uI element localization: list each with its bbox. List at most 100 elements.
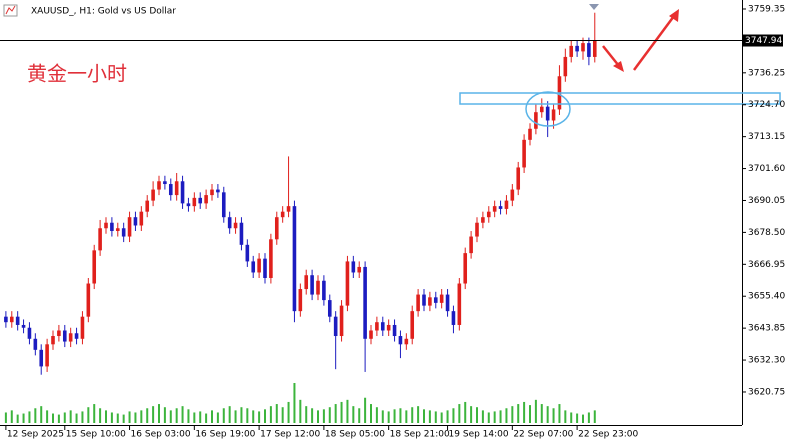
volume-bar xyxy=(511,406,514,423)
candle-body xyxy=(269,239,273,278)
candle-body xyxy=(163,181,167,185)
volume-bar xyxy=(52,413,54,423)
candle-body xyxy=(569,45,574,57)
volume-bar xyxy=(240,407,243,423)
volume-bar xyxy=(281,407,284,423)
candle-body xyxy=(51,336,55,345)
volume-bar xyxy=(364,397,367,423)
volume-bar xyxy=(169,410,172,423)
volume-bar xyxy=(370,404,372,423)
candle-body xyxy=(251,261,256,273)
candle-body xyxy=(380,322,385,331)
volume-bar xyxy=(63,412,66,423)
candle-body xyxy=(486,211,491,218)
y-tick-label: 3678.50 xyxy=(748,228,785,238)
y-tick-label: 3632.30 xyxy=(748,356,785,366)
candle-body xyxy=(274,217,279,240)
candle-body xyxy=(257,258,261,273)
candle-body xyxy=(534,112,538,129)
volume-bar xyxy=(228,406,231,423)
candle-body xyxy=(410,311,415,339)
candle-body xyxy=(298,289,303,312)
candle-body xyxy=(516,167,521,190)
candle-body xyxy=(104,222,108,229)
candle-body xyxy=(404,338,409,345)
candle-body xyxy=(115,228,120,232)
volume-bar xyxy=(493,411,496,423)
candle-body xyxy=(333,316,338,337)
volume-bar xyxy=(346,399,349,423)
x-tick-label: 22 Sep 23:00 xyxy=(578,430,638,440)
volume-bar xyxy=(540,404,543,423)
volume-bar xyxy=(105,410,107,423)
y-tick-label: 3655.40 xyxy=(748,292,785,302)
chart-title: XAUUSD_, H1: Gold vs US Dollar xyxy=(31,7,176,17)
volume-bar xyxy=(128,411,131,423)
volume-bar xyxy=(163,407,166,423)
candle-body xyxy=(210,189,214,196)
volume-bar xyxy=(87,407,90,423)
price-marker xyxy=(589,4,599,10)
candle-body xyxy=(139,211,144,226)
volume-bar xyxy=(358,408,361,423)
volume-bar xyxy=(487,412,490,423)
candle-body xyxy=(27,327,32,339)
volume-bar xyxy=(122,414,125,423)
candle-body xyxy=(351,261,356,273)
candle-body xyxy=(21,324,26,328)
volume-bar xyxy=(552,408,555,423)
volume-bar xyxy=(546,406,549,423)
volume-bar xyxy=(334,404,337,423)
y-tick-label: 3713.15 xyxy=(748,132,785,142)
candle-body xyxy=(386,324,391,331)
volume-bar xyxy=(216,412,219,423)
volume-bar xyxy=(587,412,590,423)
candle-body xyxy=(174,181,179,196)
volume-bar xyxy=(252,410,255,423)
volume-bar xyxy=(505,408,508,423)
candle-body xyxy=(310,275,314,295)
candle-body xyxy=(286,206,291,212)
volume-bar xyxy=(258,411,261,423)
volume-bar xyxy=(481,410,484,423)
candle-body xyxy=(327,300,332,317)
candle-body xyxy=(121,228,126,237)
volume-bar xyxy=(417,406,420,423)
candle-body xyxy=(4,316,8,323)
candle-body xyxy=(9,316,14,323)
volume-bar xyxy=(146,408,149,423)
candle-body xyxy=(469,236,473,254)
volume-bar xyxy=(293,383,296,423)
candle-body xyxy=(39,349,44,367)
candle-body xyxy=(68,333,73,342)
candle-body xyxy=(592,40,597,57)
candle-body xyxy=(345,261,350,306)
candle-body xyxy=(445,294,450,312)
volume-bar xyxy=(99,408,102,423)
volume-bar xyxy=(434,411,437,423)
volume-bar xyxy=(576,413,579,423)
volume-bar xyxy=(211,410,213,423)
volume-bar xyxy=(375,407,378,423)
x-tick-label: 18 Sep 05:00 xyxy=(325,430,385,440)
volume-bar xyxy=(110,412,113,423)
candle-body xyxy=(357,266,362,273)
candle-body xyxy=(145,200,150,212)
candle-body xyxy=(481,217,485,223)
volume-bar xyxy=(57,414,60,423)
volume-bar xyxy=(152,406,155,423)
volume-bar xyxy=(328,407,331,423)
volume-bar xyxy=(428,410,431,423)
arrows xyxy=(602,9,679,72)
volume-bar xyxy=(499,410,502,423)
volume-bar xyxy=(28,411,31,423)
volume-bar xyxy=(75,413,78,423)
volume-bar xyxy=(582,414,584,423)
y-tick-label: 3620.75 xyxy=(748,387,785,397)
highlight-ellipse xyxy=(525,91,571,127)
volume-bar xyxy=(440,412,443,423)
volume-bar xyxy=(340,401,343,423)
volume-bar xyxy=(234,410,237,423)
candle-body xyxy=(15,316,20,325)
